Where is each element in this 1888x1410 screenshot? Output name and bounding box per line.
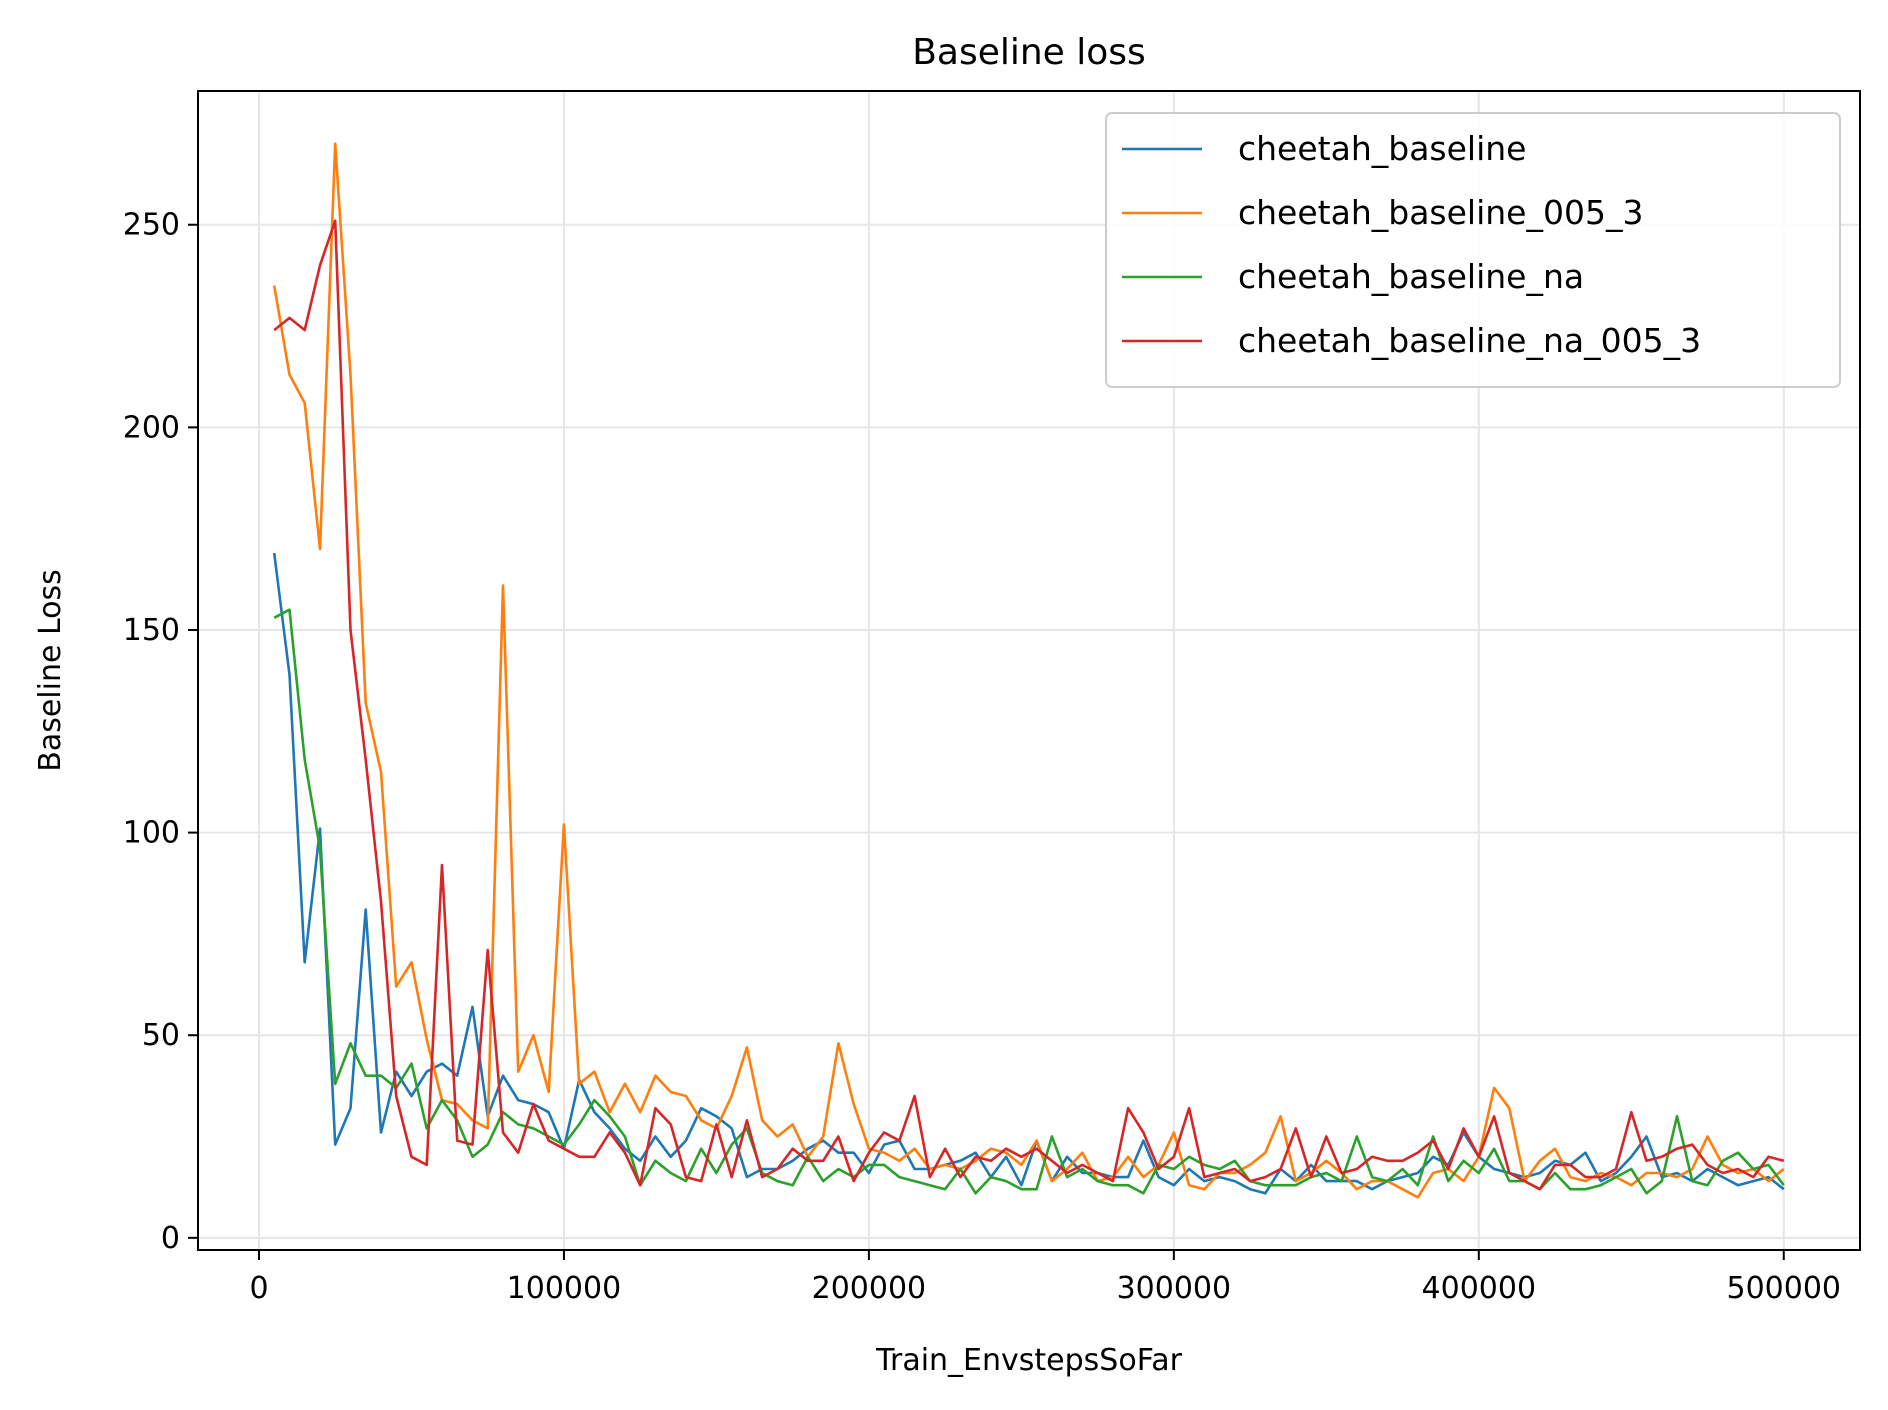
legend-label: cheetah_baseline_005_3 — [1238, 193, 1643, 232]
x-tick-label: 100000 — [507, 1271, 622, 1306]
x-tick-label: 200000 — [812, 1271, 927, 1306]
chart-title: Baseline loss — [912, 32, 1146, 73]
y-tick-label: 250 — [123, 208, 180, 243]
x-tick-label: 400000 — [1422, 1271, 1537, 1306]
plot-area-frame — [197, 90, 1861, 1251]
y-tick-label: 100 — [123, 816, 180, 851]
series-layer — [272, 142, 1785, 1199]
y-tick-label: 200 — [123, 410, 180, 445]
legend-label: cheetah_baseline — [1238, 129, 1526, 168]
series-line-cheetah_baseline_na_005_3 — [273, 219, 1785, 1191]
y-tick-label: 0 — [161, 1221, 180, 1256]
x-tick-label: 0 — [249, 1271, 268, 1306]
x-axis-label: Train_EnvstepsSoFar — [875, 1343, 1183, 1378]
legend-label: cheetah_baseline_na — [1238, 257, 1584, 296]
y-axis-label: Baseline Loss — [33, 569, 68, 772]
x-axis-ticks: 0 100000 200000 300000 400000 500000 — [249, 1250, 1841, 1306]
series-line-cheetah_baseline — [272, 552, 1785, 1195]
y-tick-label: 50 — [142, 1018, 180, 1053]
y-tick-label: 150 — [123, 613, 180, 648]
y-axis-ticks: 0 50 100 150 200 250 — [123, 208, 198, 1256]
legend-box — [1105, 112, 1841, 388]
grid-layer — [198, 91, 1860, 1250]
legend: cheetah_baseline cheetah_baseline_005_3ch… — [1105, 112, 1841, 388]
legend-label: cheetah_baseline_na_005_3 — [1238, 321, 1701, 360]
x-tick-label: 300000 — [1117, 1271, 1232, 1306]
x-tick-label: 500000 — [1726, 1271, 1841, 1306]
